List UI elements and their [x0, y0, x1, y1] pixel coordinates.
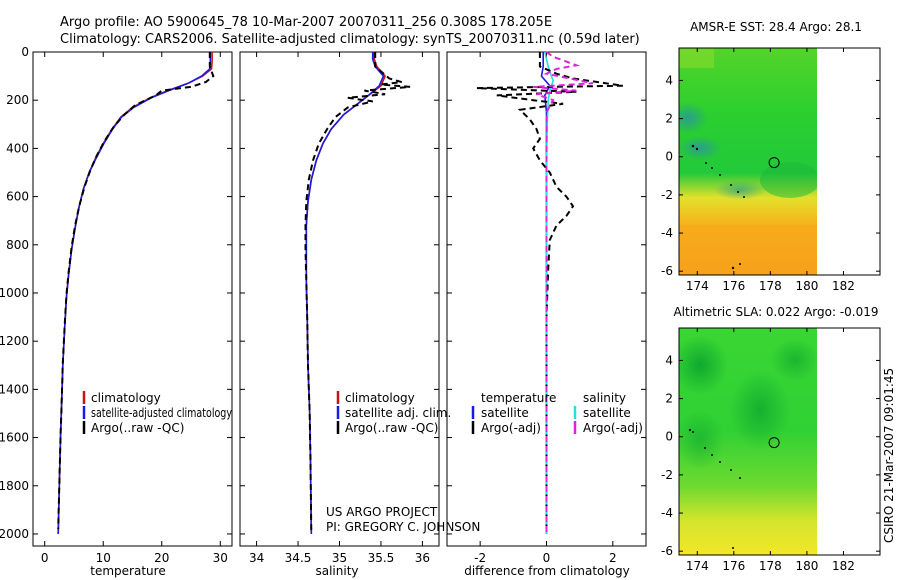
y-tick-label: 1800 [0, 479, 29, 493]
map-y-tick-label: 4 [665, 353, 673, 367]
map-x-tick-label: 174 [686, 279, 709, 293]
series-line-satellite [57, 52, 212, 535]
map-x-tick-label: 176 [722, 559, 745, 573]
map-y-tick-label: 2 [665, 112, 673, 126]
x-tick-label: -2 [474, 551, 486, 565]
principal-investigator: PI: GREGORY C. JOHNSON [326, 520, 480, 534]
sst-map-title: AMSR-E SST: 28.4 Argo: 28.1 [690, 20, 862, 34]
map-x-tick-label: 180 [795, 559, 818, 573]
difference-plot: -2 0 2 [447, 51, 646, 565]
map-y-tick-label: -2 [661, 188, 673, 202]
legend-label-sal-satellite: satellite [583, 406, 631, 420]
map-x-tick-label: 178 [759, 559, 782, 573]
map-y-tick-label: 0 [665, 430, 673, 444]
y-tick-label: 1600 [0, 431, 29, 445]
sla-map-frame [678, 327, 881, 556]
sst-map-axes: 174 176 178 180 182 -6 -4 -2 0 2 4 [661, 48, 880, 293]
series-line-satellite [305, 52, 385, 535]
y-tick-label: 400 [6, 141, 29, 155]
series-line-argo [57, 52, 215, 530]
map-x-tick-label: 178 [759, 279, 782, 293]
y-tick-label: 600 [6, 190, 29, 204]
x-tick-label: 34 [249, 551, 264, 565]
figure-title-line2: Climatology: CARS2006. Satellite-adjuste… [60, 32, 640, 47]
x-tick-label: 10 [96, 551, 111, 565]
map-x-tick-label: 182 [832, 279, 855, 293]
salinity-panel-frame [239, 51, 440, 547]
legend-label-sal-argo: Argo(-adj) [583, 421, 643, 435]
y-tick-label: 1200 [0, 334, 29, 348]
y-tick-label: 0 [21, 45, 29, 59]
series-line-climatology [57, 52, 213, 535]
series-line-sal_argo [533, 51, 594, 534]
map-y-tick-label: -2 [661, 468, 673, 482]
legend-label-climatology: climatology [91, 391, 161, 405]
x-tick-label: 36 [415, 551, 430, 565]
legend-label-temp-satellite: satellite [481, 406, 529, 420]
temperature-plot: 0 10 20 30 0 200 400 600 800 1000 1200 1400 1600 1800… [0, 45, 232, 565]
legend-label-argo: Argo(..raw -QC) [91, 421, 184, 435]
temperature-xlabel: temperature [90, 564, 165, 578]
sst-map-image [679, 48, 817, 275]
x-tick-label: 30 [213, 551, 228, 565]
x-tick-label: 2 [609, 551, 617, 565]
csiro-timestamp: CSIRO 21-Mar-2007 09:01:45 [882, 368, 896, 543]
legend-label-temp-argo: Argo(-adj) [481, 421, 541, 435]
argo-location-marker [768, 437, 780, 449]
temperature-legend: climatology satellite-adjusted climatolo… [82, 391, 232, 435]
x-tick-label: 0 [543, 551, 551, 565]
legend-label-climatology: climatology [345, 391, 415, 405]
x-tick-label: 20 [154, 551, 169, 565]
series-line-climatology [305, 52, 387, 535]
salinity-legend: climatology satellite adj. clim. Argo(..… [336, 391, 451, 435]
sla-map-title: Altimetric SLA: 0.022 Argo: -0.019 [673, 305, 878, 319]
sst-map-frame [678, 47, 881, 276]
salinity-xlabel: salinity [315, 564, 358, 578]
figure-title-line1: Argo profile: AO 5900645_78 10-Mar-2007 … [60, 15, 552, 30]
project-name: US ARGO PROJECT [326, 505, 438, 519]
y-tick-label: 2000 [0, 527, 29, 541]
legend-header-salinity: salinity [583, 391, 626, 405]
x-tick-label: 35 [332, 551, 347, 565]
difference-legend: temperature salinity satellite Argo(-adj… [471, 391, 643, 435]
map-y-tick-label: -6 [661, 264, 673, 278]
x-tick-label: 0 [41, 551, 49, 565]
y-tick-label: 1000 [0, 286, 29, 300]
map-x-tick-label: 174 [686, 559, 709, 573]
y-tick-label: 1400 [0, 382, 29, 396]
map-y-tick-label: -4 [661, 506, 673, 520]
map-y-tick-label: -4 [661, 226, 673, 240]
map-x-tick-label: 180 [795, 279, 818, 293]
map-y-tick-label: -6 [661, 544, 673, 558]
argo-location-marker [768, 157, 780, 169]
map-y-tick-label: 0 [665, 150, 673, 164]
map-y-tick-label: 2 [665, 392, 673, 406]
salinity-plot: 34 34.5 35 35.5 36 [240, 51, 439, 565]
y-tick-label: 800 [6, 238, 29, 252]
temperature-panel-frame [32, 51, 233, 547]
y-tick-label: 200 [6, 93, 29, 107]
map-x-tick-label: 176 [722, 279, 745, 293]
legend-label-argo: Argo(..raw -QC) [345, 421, 438, 435]
map-y-tick-label: 4 [665, 73, 673, 87]
x-tick-label: 34.5 [285, 551, 312, 565]
series-line-argo [304, 52, 411, 535]
legend-header-temperature: temperature [481, 391, 556, 405]
sla-map-axes: 174 176 178 180 182 -6 -4 -2 0 2 4 [661, 328, 880, 573]
legend-label-satellite: satellite adj. clim. [345, 406, 451, 420]
series-line-temp_argo [476, 52, 623, 534]
legend-label-satellite: satellite-adjusted climatology [91, 406, 232, 420]
sla-map-image [679, 328, 817, 555]
difference-xlabel: difference from climatology [464, 564, 630, 578]
map-x-tick-label: 182 [832, 559, 855, 573]
x-tick-label: 35.5 [368, 551, 395, 565]
